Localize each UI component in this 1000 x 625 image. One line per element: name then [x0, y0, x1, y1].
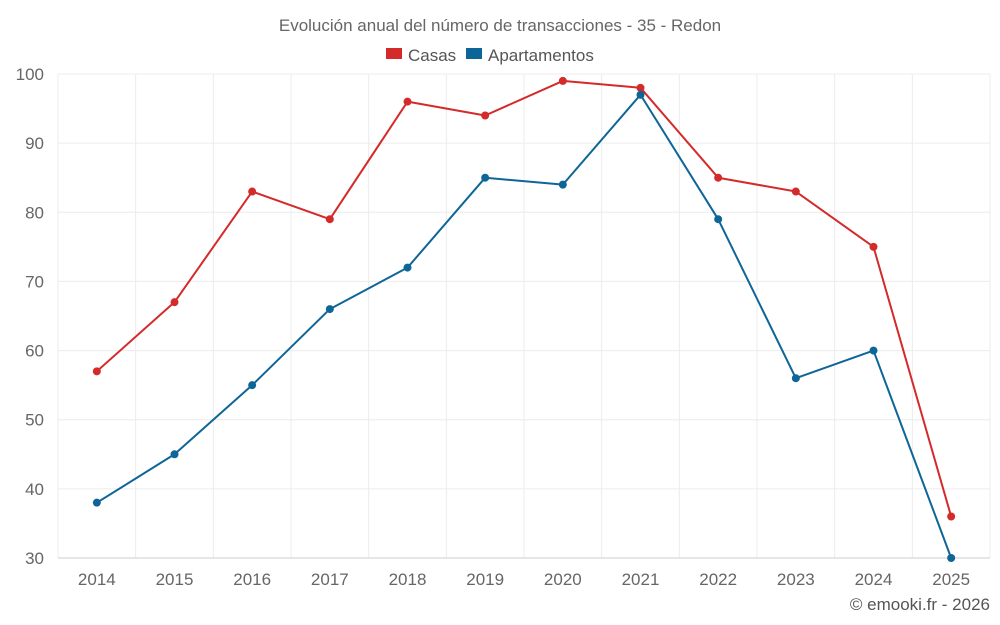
- chart-title: Evolución anual del número de transaccio…: [279, 16, 721, 35]
- data-point-apartamentos: [714, 215, 723, 224]
- x-tick-label: 2025: [932, 570, 970, 589]
- data-point-casas: [325, 215, 334, 224]
- x-tick-label: 2019: [466, 570, 504, 589]
- data-point-casas: [170, 298, 179, 307]
- legend-label-casas: Casas: [408, 46, 456, 65]
- data-point-casas: [92, 367, 101, 376]
- legend-label-apartamentos: Apartamentos: [488, 46, 594, 65]
- data-point-casas: [869, 242, 878, 251]
- data-point-casas: [403, 97, 412, 106]
- data-point-apartamentos: [170, 450, 179, 459]
- x-tick-label: 2018: [389, 570, 427, 589]
- data-point-apartamentos: [558, 180, 567, 189]
- x-tick-label: 2021: [622, 570, 660, 589]
- data-point-apartamentos: [403, 263, 412, 272]
- data-point-apartamentos: [92, 498, 101, 507]
- y-tick-label: 70: [25, 272, 44, 291]
- axes: 30 40 50 60 70 80 90 100 2014 2015 2016 2017 2018 201…: [16, 65, 990, 589]
- y-tick-label: 90: [25, 134, 44, 153]
- x-tick-label: 2014: [78, 570, 116, 589]
- legend: Casas Apartamentos: [386, 46, 594, 65]
- data-point-apartamentos: [947, 554, 956, 562]
- y-tick-label: 60: [25, 342, 44, 361]
- data-point-apartamentos: [248, 381, 257, 390]
- data-point-casas: [947, 512, 956, 521]
- data-point-casas: [636, 83, 645, 92]
- grid: [57, 73, 991, 558]
- x-tick-label: 2023: [777, 570, 815, 589]
- y-tick-label: 30: [25, 549, 44, 568]
- data-point-apartamentos: [481, 173, 490, 182]
- legend-swatch-apartamentos: [466, 48, 482, 59]
- x-tick-label: 2022: [699, 570, 737, 589]
- legend-swatch-casas: [386, 48, 402, 59]
- data-point-casas: [558, 76, 567, 85]
- x-tick-label: 2024: [855, 570, 893, 589]
- data-point-apartamentos: [325, 305, 334, 314]
- series-layer: [92, 76, 956, 562]
- data-point-apartamentos: [791, 374, 800, 383]
- data-point-casas: [481, 111, 490, 120]
- y-tick-label: 40: [25, 480, 44, 499]
- watermark: © emooki.fr - 2026: [850, 595, 990, 614]
- data-point-casas: [248, 187, 257, 196]
- data-point-casas: [791, 187, 800, 196]
- data-point-apartamentos: [869, 346, 878, 355]
- y-tick-label: 50: [25, 411, 44, 430]
- y-tick-label: 100: [16, 65, 44, 84]
- data-point-casas: [714, 173, 723, 182]
- x-tick-label: 2020: [544, 570, 582, 589]
- x-tick-label: 2015: [156, 570, 194, 589]
- data-point-apartamentos: [636, 90, 645, 99]
- series-line-casas: [96, 79, 953, 517]
- y-tick-label: 80: [25, 203, 44, 222]
- series-line-apartamentos: [96, 93, 953, 559]
- x-tick-label: 2016: [233, 570, 271, 589]
- x-tick-label: 2017: [311, 570, 349, 589]
